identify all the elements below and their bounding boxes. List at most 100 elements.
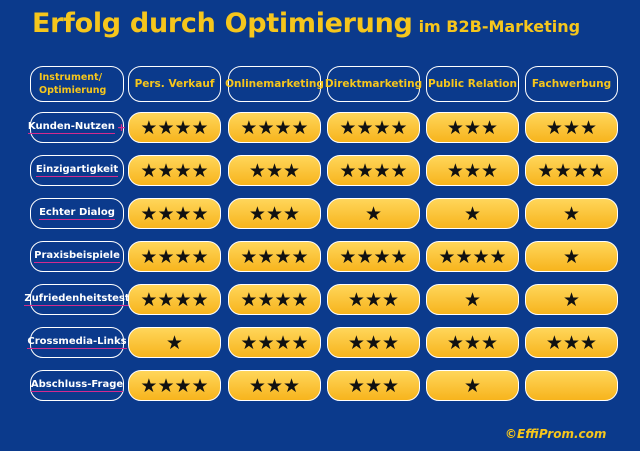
rating-cell: ★: [426, 198, 519, 229]
star-icon: ★: [571, 159, 589, 182]
star-icon: ★: [463, 374, 482, 397]
star-icon: ★: [140, 245, 158, 268]
corner-line-1: Instrument/: [39, 72, 103, 83]
rating-cell: ★ ★ ★ ★: [327, 241, 420, 272]
rating-cell: [525, 370, 618, 401]
rating-cell: ★ ★ ★ ★: [327, 112, 420, 143]
plus-mark: +: [116, 121, 127, 134]
star-icon: ★: [274, 331, 292, 354]
star-icon: ★: [248, 202, 266, 225]
star-icon: ★: [545, 331, 563, 354]
row-label-text: Echter Dialog: [39, 207, 115, 220]
row-label-7: Abschluss-Frage: [30, 370, 124, 401]
column-header-1: Pers. Verkauf: [128, 66, 221, 102]
star-icon: ★: [364, 331, 383, 354]
star-icon: ★: [174, 374, 192, 397]
star-icon: ★: [588, 159, 606, 182]
rating-cell: ★ ★ ★ ★: [327, 155, 420, 186]
star-icon: ★: [382, 374, 400, 397]
column-header-4: Public Relation: [426, 66, 519, 102]
column-header-2: Onlinemarketing: [225, 66, 324, 102]
rating-cell: ★ ★ ★ ★: [228, 112, 321, 143]
rating-cell: ★ ★ ★ ★: [128, 370, 221, 401]
star-icon: ★: [174, 245, 192, 268]
star-icon: ★: [580, 116, 598, 139]
star-icon: ★: [157, 245, 175, 268]
rating-cell: ★: [426, 284, 519, 315]
star-icon: ★: [191, 245, 209, 268]
star-icon: ★: [191, 116, 209, 139]
star-icon: ★: [463, 288, 482, 311]
star-icon: ★: [140, 159, 158, 182]
star-icon: ★: [257, 288, 275, 311]
star-icon: ★: [580, 331, 598, 354]
star-icon: ★: [240, 331, 258, 354]
column-header-5: Fachwerbung: [525, 66, 618, 102]
star-icon: ★: [257, 245, 275, 268]
rating-cell: ★ ★ ★: [228, 155, 321, 186]
star-icon: ★: [347, 374, 365, 397]
star-icon: ★: [347, 331, 365, 354]
star-icon: ★: [274, 245, 292, 268]
star-icon: ★: [140, 374, 158, 397]
star-icon: ★: [356, 159, 374, 182]
star-icon: ★: [283, 159, 301, 182]
star-icon: ★: [157, 116, 175, 139]
star-icon: ★: [191, 288, 209, 311]
rating-cell: ★ ★ ★: [327, 284, 420, 315]
page-title: Erfolg durch Optimierung im B2B-Marketing: [32, 8, 580, 39]
corner-line-2: Optimierung: [39, 85, 107, 96]
star-icon: ★: [165, 331, 184, 354]
star-icon: ★: [537, 159, 555, 182]
row-label-1: Kunden-Nutzen +: [27, 112, 127, 143]
star-icon: ★: [248, 159, 266, 182]
row-label-5: Zufriedenheitstest: [24, 284, 130, 315]
star-icon: ★: [248, 374, 266, 397]
rating-cell: ★ ★ ★: [525, 112, 618, 143]
star-icon: ★: [382, 331, 400, 354]
rating-cell: ★ ★ ★ ★: [128, 112, 221, 143]
star-icon: ★: [274, 116, 292, 139]
star-icon: ★: [174, 159, 192, 182]
star-icon: ★: [291, 245, 309, 268]
star-icon: ★: [382, 288, 400, 311]
rating-cell: ★: [525, 198, 618, 229]
rating-cell: ★ ★ ★ ★: [228, 284, 321, 315]
rating-cell: ★ ★ ★ ★: [128, 198, 221, 229]
star-icon: ★: [283, 202, 301, 225]
row-label-3: Echter Dialog: [30, 198, 124, 229]
star-icon: ★: [562, 245, 581, 268]
star-icon: ★: [463, 159, 482, 182]
star-icon: ★: [364, 288, 383, 311]
star-icon: ★: [364, 202, 383, 225]
star-icon: ★: [446, 116, 464, 139]
star-icon: ★: [455, 245, 473, 268]
star-icon: ★: [562, 288, 581, 311]
row-label-text: Zufriedenheitstest: [24, 293, 130, 306]
star-icon: ★: [554, 159, 572, 182]
rating-cell: ★ ★ ★: [228, 370, 321, 401]
star-icon: ★: [438, 245, 456, 268]
row-label-text: Crossmedia-Links: [27, 336, 127, 349]
star-icon: ★: [174, 116, 192, 139]
star-icon: ★: [257, 331, 275, 354]
title-sub: im B2B-Marketing: [418, 17, 581, 36]
star-icon: ★: [472, 245, 490, 268]
row-label-text: Einzigartigkeit: [35, 164, 119, 177]
star-icon: ★: [481, 159, 499, 182]
star-icon: ★: [463, 331, 482, 354]
rating-cell: ★ ★ ★ ★: [525, 155, 618, 186]
star-icon: ★: [257, 116, 275, 139]
rating-cell: ★: [525, 284, 618, 315]
star-icon: ★: [373, 116, 391, 139]
star-icon: ★: [240, 245, 258, 268]
rating-cell: ★ ★ ★ ★: [128, 284, 221, 315]
corner-header: Instrument/ Optimierung: [30, 66, 124, 102]
star-icon: ★: [283, 374, 301, 397]
star-icon: ★: [364, 374, 383, 397]
rating-cell: ★: [525, 241, 618, 272]
rating-cell: ★ ★ ★ ★: [128, 241, 221, 272]
star-icon: ★: [373, 245, 391, 268]
star-icon: ★: [390, 159, 408, 182]
row-label-text: Kunden-Nutzen: [27, 121, 115, 134]
